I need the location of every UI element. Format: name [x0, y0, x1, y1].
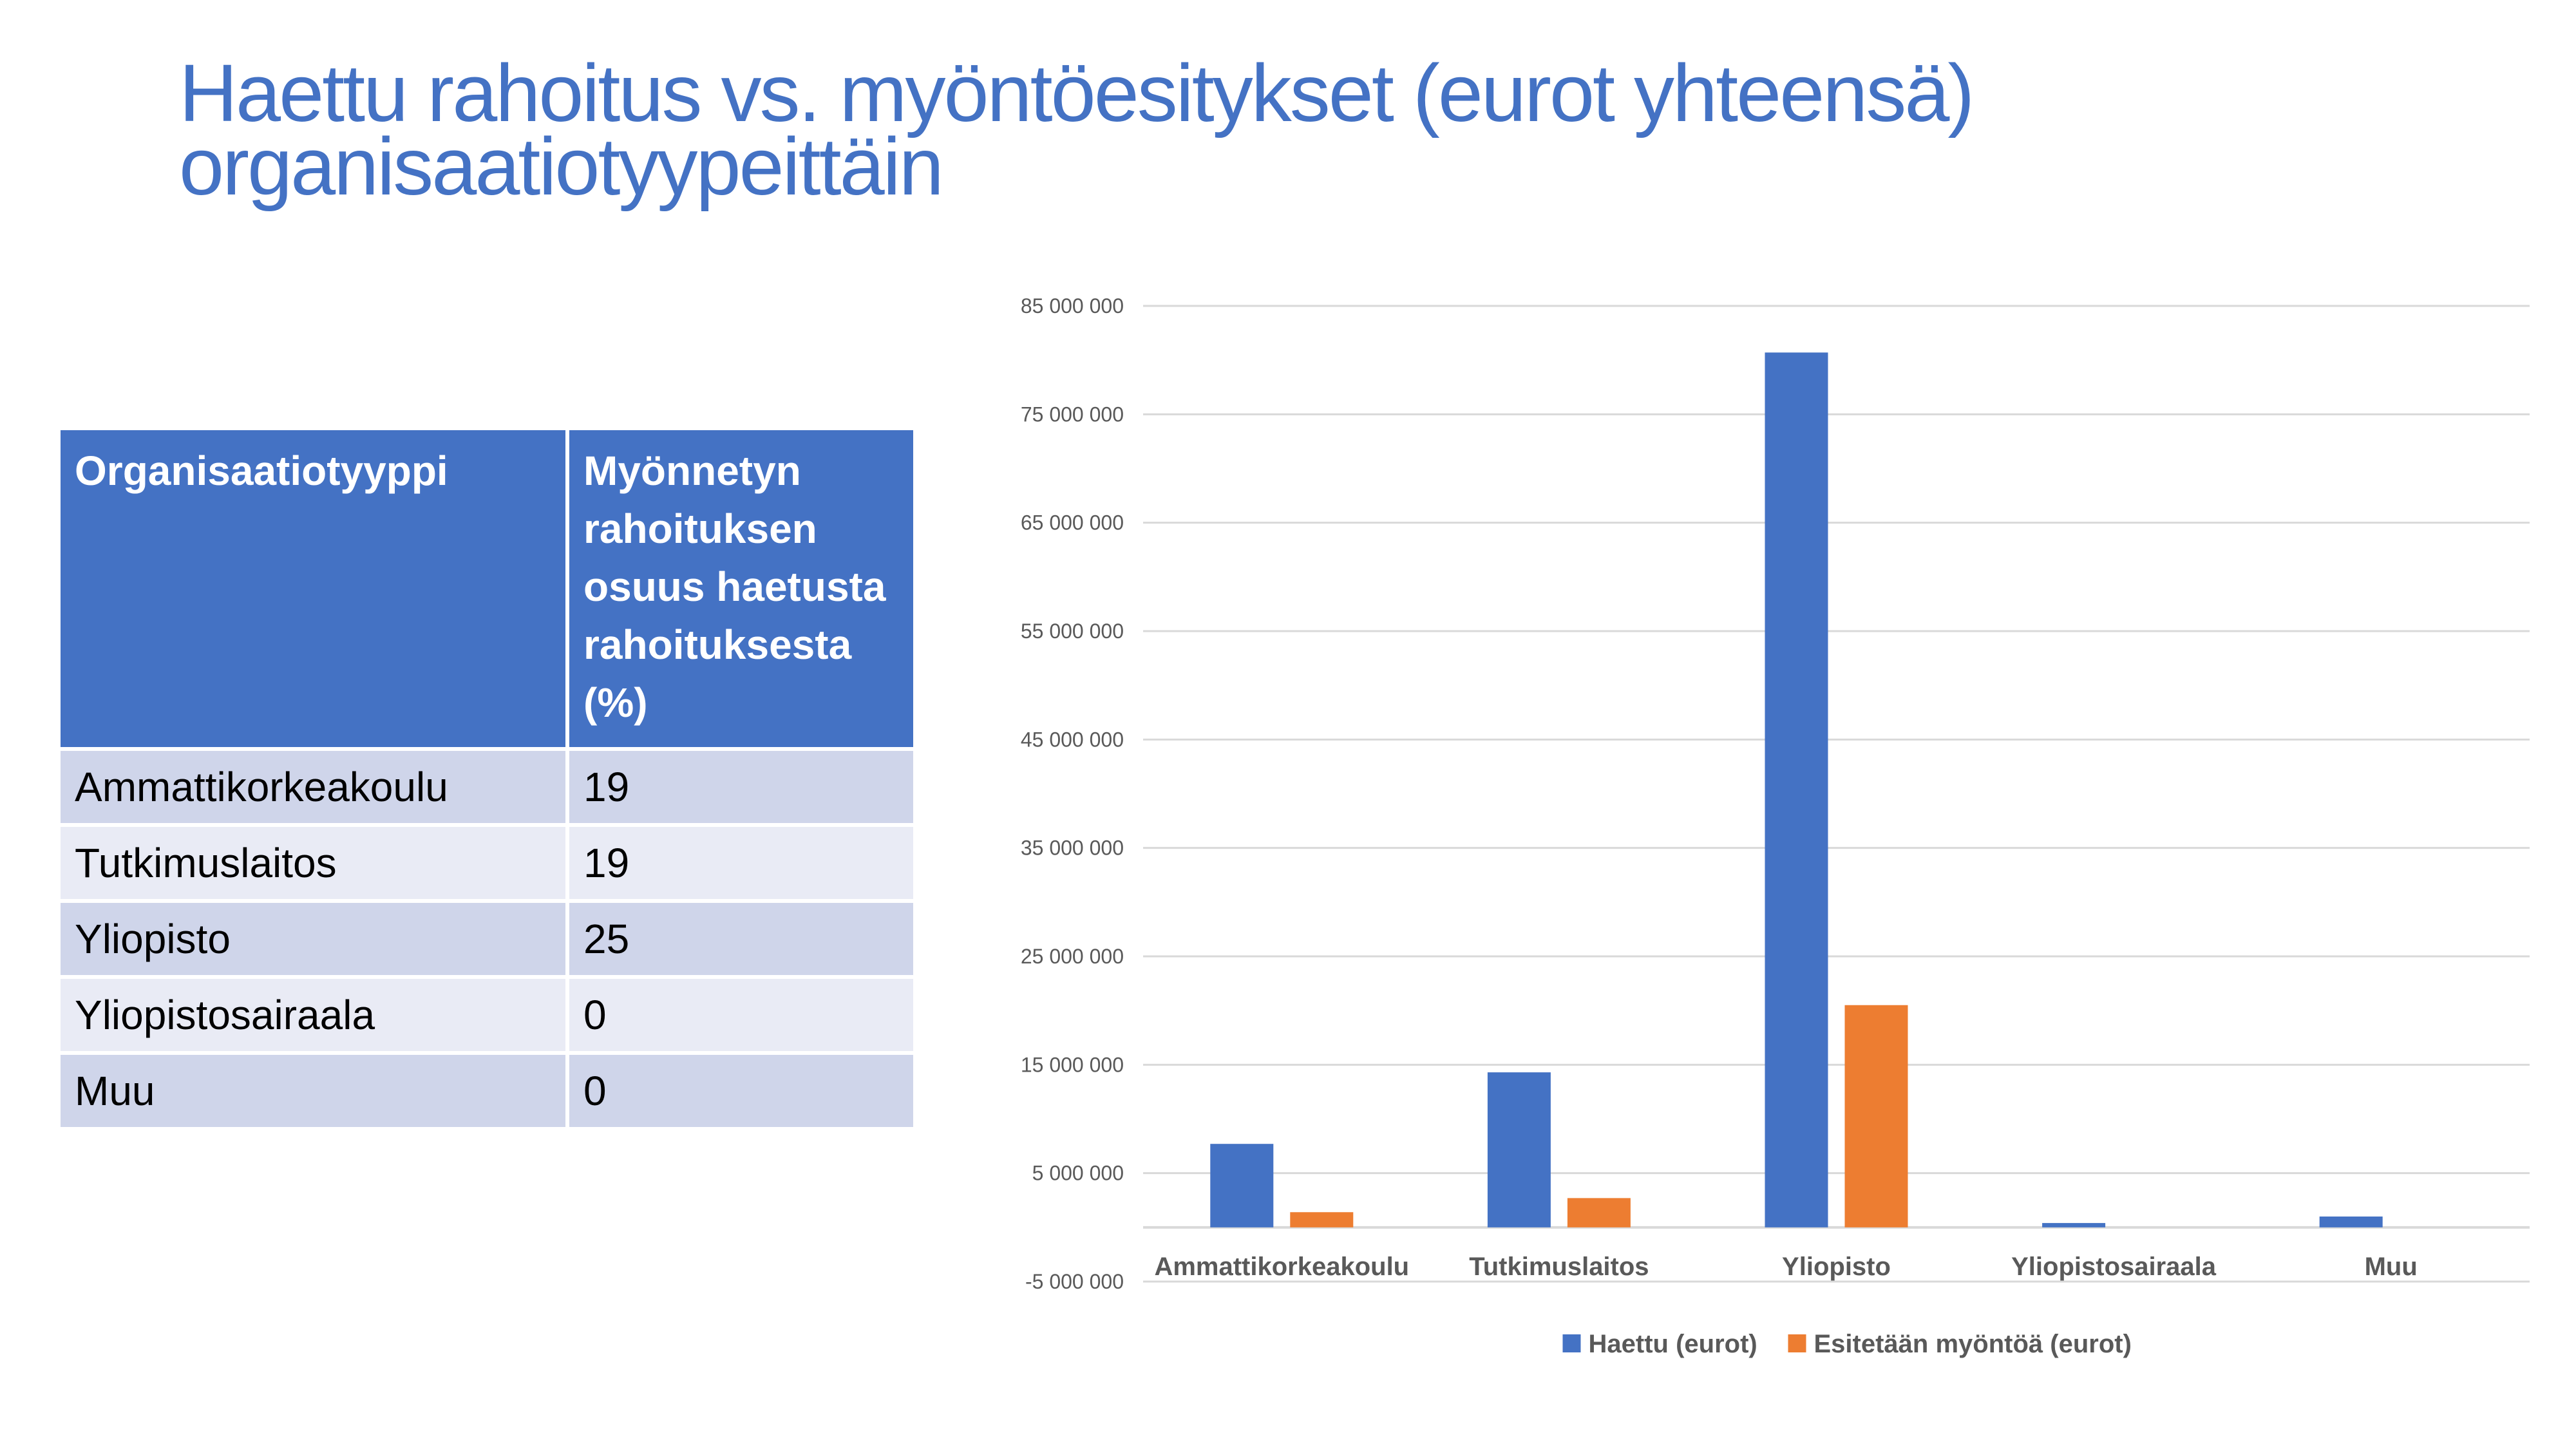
y-tick-label: 55 000 000: [1021, 620, 1124, 643]
table-cell-percent: 19: [565, 747, 917, 827]
bar: [1844, 1005, 1908, 1227]
x-category-label: Yliopistosairaala: [2011, 1253, 2217, 1281]
y-tick-label: -5 000 000: [1025, 1270, 1124, 1293]
y-tick-label: 75 000 000: [1021, 402, 1124, 426]
table-cell-percent: 0: [565, 975, 917, 1055]
funding-share-table: Organisaatiotyyppi Myönnetyn rahoituksen…: [57, 426, 917, 1131]
table-header-row: Organisaatiotyyppi Myönnetyn rahoituksen…: [57, 426, 917, 751]
bar: [1290, 1212, 1354, 1227]
table-cell-organisation: Yliopistosairaala: [57, 975, 569, 1055]
x-category-label: Muu: [2365, 1253, 2418, 1281]
y-tick-label: 25 000 000: [1021, 945, 1124, 968]
page-title-line-1: Haettu rahoitus vs. myöntöesitykset (eur…: [179, 48, 1975, 138]
y-tick-label: 65 000 000: [1021, 511, 1124, 535]
legend-swatch: [1562, 1334, 1581, 1352]
table-cell-percent: 19: [565, 823, 917, 903]
table-header-organisation-type: Organisaatiotyyppi: [57, 426, 569, 751]
table-cell-percent: 0: [565, 1051, 917, 1131]
table-row: Tutkimuslaitos 19: [57, 823, 917, 903]
table-row: Muu 0: [57, 1051, 917, 1131]
page-title-line-2: organisaatiotyypeittäin: [179, 121, 944, 212]
x-category-label: Yliopisto: [1782, 1253, 1891, 1281]
legend-label: Esitetään myöntöä (eurot): [1814, 1330, 2132, 1358]
table-row: Yliopisto 25: [57, 899, 917, 979]
legend-label: Haettu (eurot): [1589, 1330, 1757, 1358]
y-tick-label: 85 000 000: [1021, 294, 1124, 317]
legend-swatch: [1788, 1334, 1806, 1352]
table-header-share-percent: Myönnetyn rahoituksen osuus haetusta rah…: [565, 426, 917, 751]
y-tick-label: 35 000 000: [1021, 837, 1124, 860]
bar: [2319, 1217, 2383, 1227]
page-title: Haettu rahoitus vs. myöntöesitykset (eur…: [179, 48, 2433, 212]
y-tick-label: 5 000 000: [1032, 1162, 1124, 1185]
x-category-label: Ammattikorkeakoulu: [1154, 1253, 1409, 1281]
x-category-label: Tutkimuslaitos: [1469, 1253, 1649, 1281]
table-cell-organisation: Muu: [57, 1051, 569, 1131]
table-row: Ammattikorkeakoulu 19: [57, 747, 917, 827]
y-tick-label: 15 000 000: [1021, 1053, 1124, 1076]
table-cell-organisation: Yliopisto: [57, 899, 569, 979]
bar: [1567, 1198, 1631, 1227]
bar: [1210, 1144, 1274, 1227]
table-cell-organisation: Tutkimuslaitos: [57, 823, 569, 903]
bar: [1765, 352, 1828, 1227]
bar: [2042, 1223, 2106, 1227]
table-row: Yliopistosairaala 0: [57, 975, 917, 1055]
table-cell-organisation: Ammattikorkeakoulu: [57, 747, 569, 827]
table-cell-percent: 25: [565, 899, 917, 979]
y-tick-label: 45 000 000: [1021, 728, 1124, 751]
bar: [1487, 1072, 1551, 1227]
